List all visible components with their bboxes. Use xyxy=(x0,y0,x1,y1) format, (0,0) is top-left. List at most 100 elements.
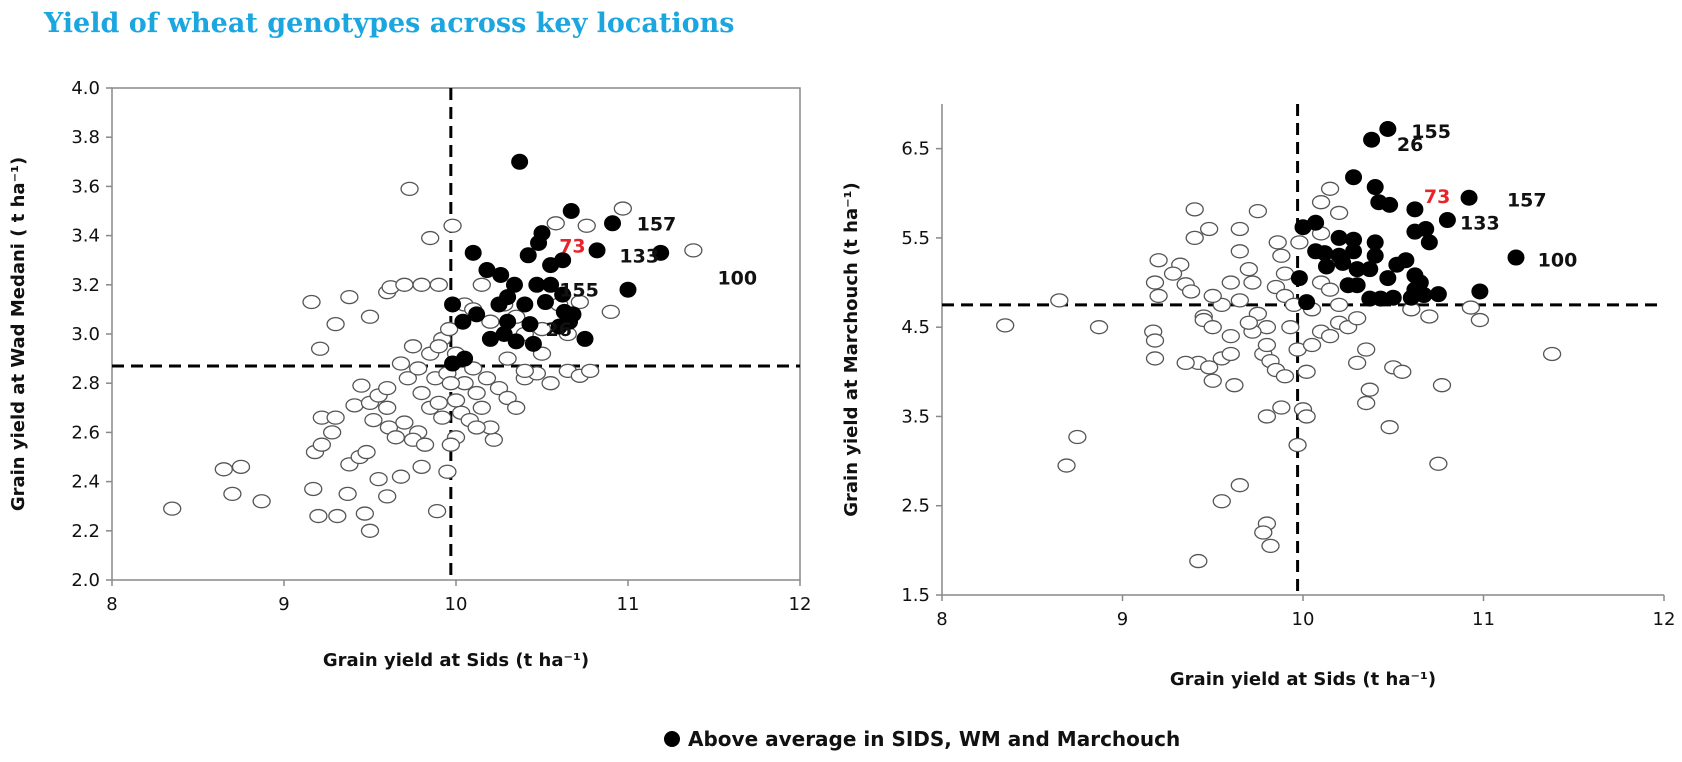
point-open xyxy=(1470,312,1490,328)
point-open xyxy=(415,437,435,452)
point-open xyxy=(472,400,491,415)
point-filled xyxy=(1330,229,1348,246)
point-open xyxy=(1212,494,1231,509)
point-label: 26 xyxy=(1397,134,1423,156)
point-open xyxy=(412,277,431,292)
point-open xyxy=(378,489,397,504)
point-filled xyxy=(542,276,560,293)
point-open xyxy=(1348,355,1367,371)
point-open xyxy=(1057,458,1076,473)
y-tick-label: 2.0 xyxy=(71,570,100,591)
point-open xyxy=(352,378,371,393)
x-tick-label: 12 xyxy=(789,594,812,615)
point-open xyxy=(1281,320,1300,335)
point-filled xyxy=(562,203,580,219)
point-open xyxy=(340,289,359,305)
point-open xyxy=(1261,538,1280,554)
point-open xyxy=(546,216,565,231)
y-tick-label: 3.8 xyxy=(71,127,100,148)
point-open xyxy=(360,523,380,538)
point-filled xyxy=(490,296,508,313)
x-tick-label: 8 xyxy=(936,609,947,630)
point-open xyxy=(1239,315,1258,330)
point-filled xyxy=(505,276,523,293)
point-open xyxy=(338,486,357,502)
point-open xyxy=(214,462,233,477)
point-open xyxy=(581,363,600,379)
point-open xyxy=(421,230,440,246)
point-open xyxy=(412,459,431,474)
point-open xyxy=(1380,420,1399,435)
point-open xyxy=(323,425,342,440)
point-filled xyxy=(464,244,482,261)
point-open xyxy=(395,415,414,430)
point-open xyxy=(1203,288,1222,304)
point-open xyxy=(1393,364,1412,379)
point-open xyxy=(1189,553,1208,569)
legend-marker-filled xyxy=(664,731,680,747)
point-open xyxy=(1302,337,1322,353)
point-open xyxy=(309,508,328,524)
point-open xyxy=(439,321,459,337)
point-open xyxy=(1268,235,1287,250)
point-open xyxy=(1176,355,1195,371)
point-open xyxy=(684,243,703,258)
point-open xyxy=(223,486,242,502)
point-open xyxy=(1203,373,1222,388)
point-filled xyxy=(604,215,622,232)
y-tick-label: 4.0 xyxy=(71,78,100,99)
point-open xyxy=(378,380,397,396)
point-label: 133 xyxy=(619,245,659,267)
point-filled xyxy=(652,244,670,261)
legend-label: Above average in SIDS, WM and Marchouch xyxy=(688,727,1180,751)
point-open xyxy=(429,339,448,354)
x-tick-label: 10 xyxy=(1292,609,1315,630)
point-open xyxy=(326,317,345,332)
point-open xyxy=(231,459,251,474)
point-open xyxy=(163,501,182,516)
point-open xyxy=(484,432,503,447)
point-open xyxy=(429,277,448,292)
point-open xyxy=(345,398,364,413)
point-open xyxy=(1432,378,1452,393)
point-filled xyxy=(507,333,525,350)
x-tick-label: 10 xyxy=(445,594,468,615)
point-open xyxy=(489,380,509,396)
point-filled xyxy=(1361,261,1379,278)
point-open xyxy=(391,356,411,371)
point-open xyxy=(1050,293,1069,308)
point-open xyxy=(1199,360,1219,375)
y-tick-label: 3.0 xyxy=(71,324,100,345)
point-filled xyxy=(1420,234,1438,251)
y-tick-label: 2.4 xyxy=(71,472,100,493)
point-open xyxy=(1230,478,1249,493)
point-filled xyxy=(1317,258,1335,275)
point-filled xyxy=(1290,270,1308,287)
x-tick-label: 9 xyxy=(1117,609,1128,630)
point-filled xyxy=(550,318,568,335)
point-open xyxy=(326,410,345,425)
point-label: 100 xyxy=(1538,249,1578,271)
point-filled xyxy=(1307,214,1325,231)
chart-marchouch: 8 9 10 11 12 1.5 2.5 3.5 4.5 5.5 6.5 Grain yield at… xyxy=(841,104,1675,690)
y-tick-label: 6.5 xyxy=(901,139,930,160)
point-open xyxy=(1288,437,1307,453)
point-open xyxy=(360,309,380,324)
point-open xyxy=(467,420,486,435)
point-filled xyxy=(1388,256,1406,273)
point-open xyxy=(328,508,347,524)
point-open xyxy=(601,304,620,320)
point-open xyxy=(1320,181,1340,196)
point-filled xyxy=(1429,286,1447,303)
point-open xyxy=(441,437,460,452)
point-open xyxy=(355,506,374,521)
plot-frame xyxy=(111,87,801,581)
point-open xyxy=(364,412,383,428)
point-label: 155 xyxy=(559,280,599,302)
point-filled xyxy=(492,266,510,283)
y-axis-title: Grain yield at Wad Medani ( t ha⁻¹) xyxy=(8,157,29,511)
point-open xyxy=(438,464,457,479)
point-filled xyxy=(530,234,548,251)
point-open xyxy=(481,314,500,329)
